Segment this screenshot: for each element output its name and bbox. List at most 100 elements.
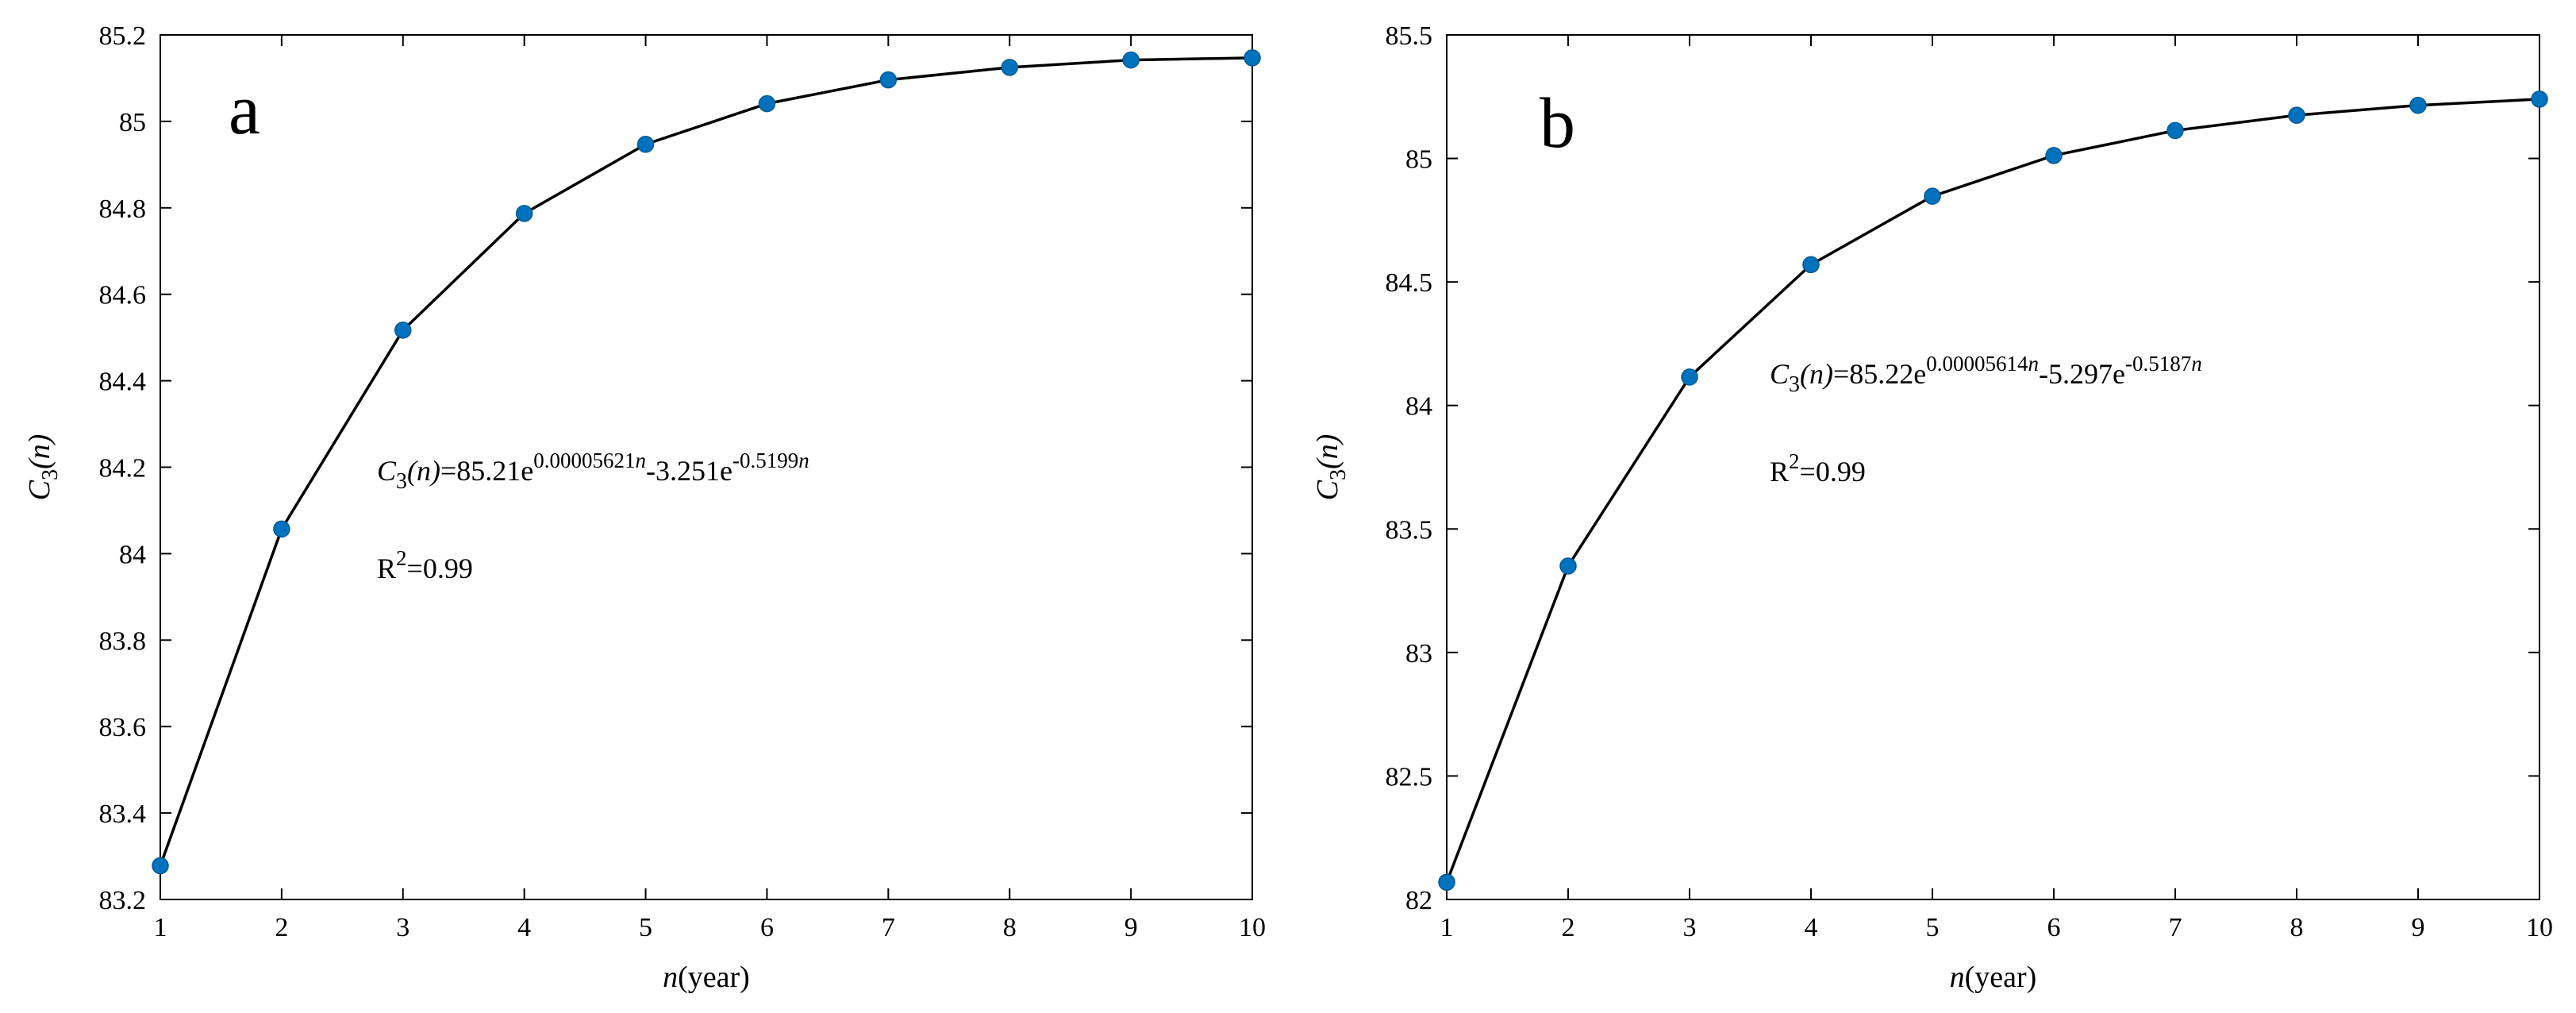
data-point — [1122, 51, 1140, 69]
data-point — [636, 136, 655, 153]
y-tick-label: 84.8 — [99, 195, 147, 224]
y-tick-label: 84 — [1405, 392, 1432, 422]
x-axis-label-unit: (year) — [678, 961, 750, 994]
y-tick-label: 84.5 — [1386, 268, 1433, 298]
x-axis-label: n(year) — [1950, 961, 2037, 994]
y-axis-label: C3(n) — [23, 434, 63, 501]
r2-base: R — [1770, 456, 1789, 487]
x-tick-label: 6 — [760, 913, 774, 942]
y-tick-label: 84.2 — [99, 454, 147, 483]
data-point — [152, 857, 169, 875]
y-tick-label: 84 — [119, 540, 146, 569]
x-tick-label: 1 — [1440, 913, 1454, 942]
y-tick-label: 83 — [1405, 639, 1432, 668]
eq-term2: -3.251e — [646, 455, 732, 487]
x-tick-label: 4 — [517, 913, 531, 942]
eq-exp1-var: n — [2028, 352, 2040, 376]
data-point — [1438, 873, 1455, 891]
data-point — [2288, 106, 2305, 124]
x-axis-label: n(year) — [663, 961, 750, 994]
data-point — [2167, 121, 2184, 140]
r2-value: =0.99 — [1800, 456, 1866, 487]
r2-value: =0.99 — [407, 553, 473, 584]
eq-exp2: -0.5199 — [732, 449, 798, 472]
x-tick-label: 8 — [2290, 913, 2304, 942]
y-tick-label: 83.2 — [99, 886, 147, 915]
axes-box — [1446, 34, 2540, 900]
eq-lhs-arg: (n) — [407, 455, 440, 487]
chart-panel-a: 1 2 3 4 5 6 7 8 9 10 83.2 83.4 83.6 83.8 84 84.2 84.4 84.… — [23, 21, 1266, 994]
eq-exp1-var: n — [636, 449, 647, 472]
data-point — [1681, 368, 1698, 386]
data-point — [515, 205, 533, 222]
x-tick-label: 8 — [1003, 913, 1017, 942]
data-point — [273, 520, 290, 538]
y-tick-label: 82.5 — [1386, 762, 1433, 792]
x-tick-label: 10 — [1239, 913, 1266, 942]
fit-equation: C3(n)=85.21e0.00005621n-3.251e-0.5199n — [377, 449, 809, 494]
eq-term1: =85.21e — [440, 455, 533, 487]
series-line — [1445, 98, 2540, 883]
x-tick-label: 9 — [2412, 913, 2425, 942]
chart-panel-b: 1 2 3 4 5 6 7 8 9 108282.58383.58484.58585.5n(yea… — [1311, 21, 2553, 994]
eq-term1: =85.22e — [1833, 358, 1926, 390]
panel-label: b — [1540, 84, 1575, 163]
eq-exp2-var: n — [2191, 352, 2202, 376]
y-tick-label: 84.6 — [99, 281, 147, 310]
eq-term2: -5.297e — [2039, 358, 2125, 390]
eq-exp1: 0.00005614 — [1926, 352, 2028, 376]
r-squared: R2=0.99 — [1770, 449, 1866, 487]
y-tick-label: 83.6 — [99, 713, 147, 742]
y-axis-label-arg: (n) — [1311, 434, 1344, 469]
y-tick-label: 83.4 — [99, 799, 147, 829]
y-tick-label: 85 — [119, 108, 146, 137]
y-tick-label: 84.4 — [99, 368, 147, 397]
data-point — [2409, 96, 2427, 114]
x-tick-label: 1 — [154, 913, 167, 942]
eq-lhs: C — [377, 455, 397, 487]
data-point — [1924, 187, 1941, 205]
x-axis-label-var: n — [663, 961, 678, 994]
x-tick-label: 5 — [1926, 913, 1940, 942]
x-tick-label: 5 — [639, 913, 652, 942]
eq-lhs-sub: 3 — [396, 469, 407, 494]
data-point — [394, 322, 412, 339]
data-point — [2531, 91, 2548, 108]
r2-sup: 2 — [1789, 449, 1800, 473]
data-point — [1001, 59, 1018, 76]
r2-base: R — [377, 553, 396, 584]
data-point — [1244, 49, 1261, 67]
data-point — [758, 94, 776, 113]
x-axis-label-unit: (year) — [1965, 961, 2037, 994]
x-tick-label: 2 — [275, 913, 288, 942]
eq-exp1: 0.00005621 — [533, 449, 635, 472]
data-point — [1802, 256, 1820, 274]
panel-label: a — [229, 71, 260, 149]
y-axis-label-var: C — [1311, 480, 1344, 500]
data-point — [2045, 147, 2063, 164]
eq-exp2-var: n — [798, 449, 809, 472]
x-tick-label: 4 — [1805, 913, 1818, 942]
r-squared: R2=0.99 — [377, 546, 473, 584]
data-point — [879, 71, 898, 89]
r2-sup: 2 — [396, 546, 407, 570]
x-tick-label: 6 — [2047, 913, 2061, 942]
x-tick-label: 10 — [2526, 913, 2553, 942]
y-tick-label: 83.5 — [1386, 515, 1433, 545]
eq-exp2: -0.5187 — [2125, 352, 2191, 376]
x-tick-label: 7 — [882, 913, 895, 942]
data-point — [1559, 557, 1577, 575]
y-axis-label: C3(n) — [1311, 434, 1351, 501]
fit-equation: C3(n)=85.22e0.00005614n-5.297e-0.5187n — [1770, 352, 2202, 397]
y-tick-label: 82 — [1405, 886, 1432, 915]
y-tick-label: 85 — [1405, 145, 1432, 175]
x-tick-label: 3 — [396, 913, 409, 942]
y-axis-label-sub: 3 — [38, 469, 63, 480]
y-axis-label-arg: (n) — [23, 434, 56, 469]
x-tick-label: 7 — [2169, 913, 2182, 942]
eq-lhs-arg: (n) — [1800, 358, 1833, 390]
x-tick-label: 3 — [1683, 913, 1697, 942]
eq-lhs: C — [1770, 358, 1790, 390]
x-tick-label: 9 — [1125, 913, 1138, 942]
